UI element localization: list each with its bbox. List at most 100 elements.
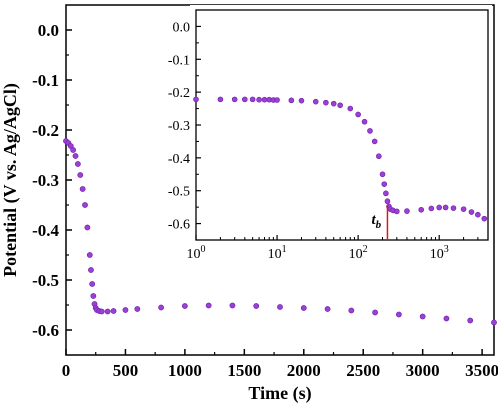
main-data-point — [372, 309, 379, 316]
inset-data-point — [367, 128, 373, 134]
inset-data-point — [379, 171, 386, 178]
main-data-point — [88, 267, 94, 273]
main-data-point — [84, 224, 91, 231]
inset-data-point — [231, 96, 238, 103]
main-x-tick-label: 1500 — [227, 361, 261, 380]
main-x-tick-label: 0 — [62, 361, 71, 380]
main-data-point — [104, 308, 111, 315]
main-data-point — [77, 172, 84, 178]
main-x-tick-label: 500 — [113, 361, 139, 380]
main-chart: 0 500 1000 1500 2000 2500 3000 3500 0.0 -0.1 -0.2 -… — [0, 4, 498, 404]
inset-y-tick-label: -0.1 — [168, 53, 190, 68]
main-data-point — [86, 252, 93, 258]
main-data-point — [229, 302, 236, 309]
inset-y-tick-label: -0.3 — [168, 119, 190, 134]
tb-annotation: tb — [371, 212, 381, 231]
main-x-tick-label: 1000 — [168, 361, 202, 380]
inset-data-point — [428, 205, 435, 212]
main-y-tick-label: 0.0 — [38, 21, 59, 40]
inset-data-point — [381, 181, 388, 187]
main-data-point — [134, 306, 141, 312]
main-y-tick-label: -0.3 — [32, 171, 59, 190]
inset-ticks: 100 101 102 103 0.0 -0.1 -0.2 -0.3 -0.4 -0.5 -0.6 — [168, 20, 489, 262]
main-data-point — [395, 311, 402, 318]
inset-data-point — [384, 198, 391, 205]
inset-data-point — [475, 211, 481, 218]
main-data-point — [72, 153, 79, 159]
main-data-point — [90, 293, 97, 299]
main-data-point — [300, 305, 307, 311]
main-ticks: 0 500 1000 1500 2000 2500 3000 3500 0.0 -0.1 -0.2 -… — [32, 21, 498, 380]
main-data-point — [443, 315, 450, 322]
inset-data-point — [249, 96, 256, 103]
main-x-tick-label: 2500 — [346, 361, 380, 380]
main-data-point — [74, 161, 81, 167]
inset-data-point — [256, 96, 262, 103]
main-data-point — [419, 313, 426, 320]
inset-data-point — [361, 118, 368, 125]
tb-annotation-subscript: b — [376, 219, 382, 231]
inset-y-tick-label: -0.6 — [168, 218, 190, 233]
inset-data-point — [371, 138, 378, 145]
main-y-axis-label: Potential (V vs. Ag/AgCl) — [0, 83, 21, 277]
inset-data-point — [347, 105, 354, 112]
main-data-point — [70, 147, 77, 153]
main-x-axis-label: Time (s) — [248, 383, 311, 404]
main-data-point — [122, 307, 129, 313]
inset-y-tick-label: -0.5 — [168, 185, 190, 200]
inset-data-point — [323, 99, 329, 106]
inset-data-point — [288, 97, 295, 104]
main-data-point — [98, 308, 105, 315]
inset-data-point — [242, 96, 248, 103]
inset-y-tick-label: -0.4 — [168, 152, 190, 167]
main-data-point — [205, 302, 212, 309]
inset-data-point — [312, 98, 319, 105]
main-data-point — [181, 303, 188, 309]
inset-data-point — [193, 96, 199, 103]
main-data-point — [110, 308, 117, 314]
inset-data-point — [468, 209, 475, 215]
main-data-point — [348, 307, 355, 314]
main-y-tick-label: -0.2 — [32, 121, 59, 140]
main-data-point — [277, 304, 283, 310]
inset-x-tick-label: 103 — [430, 244, 449, 262]
inset-data-point — [418, 206, 425, 213]
inset-x-tick-label: 101 — [268, 244, 287, 262]
main-x-tick-label: 2000 — [287, 361, 321, 380]
inset-data-point — [450, 205, 457, 211]
main-y-tick-label: -0.5 — [32, 271, 59, 290]
main-data-point — [467, 317, 474, 324]
main-data-point — [491, 319, 497, 326]
main-x-tick-label: 3500 — [465, 361, 498, 380]
inset-x-tick-label: 100 — [187, 244, 206, 262]
inset-data-point — [330, 100, 337, 107]
inset-y-tick-label: 0.0 — [173, 20, 191, 35]
inset-data-point — [274, 97, 280, 103]
inset-chart: 100 101 102 1030.0-0.1-0.2-0.3-0.4-0.5-0.6 … — [168, 5, 492, 262]
inset-data-point — [337, 102, 343, 109]
inset-x-tick-label: 102 — [349, 244, 368, 262]
inset-series — [193, 96, 488, 222]
inset-data-point — [298, 97, 305, 104]
inset-y-tick-label: -0.2 — [168, 86, 190, 101]
inset-data-point — [436, 204, 442, 211]
main-data-point — [89, 281, 96, 287]
inset-data-point — [217, 96, 224, 103]
inset-data-point — [383, 190, 389, 197]
inset-data-point — [376, 153, 382, 160]
main-y-tick-label: -0.6 — [32, 321, 59, 340]
inset-data-point — [481, 215, 488, 222]
main-x-tick-label: 3000 — [406, 361, 440, 380]
main-data-point — [158, 304, 165, 311]
inset-data-point — [460, 206, 467, 212]
inset-data-point — [261, 96, 268, 103]
main-data-point — [324, 306, 331, 312]
inset-data-point — [394, 208, 400, 215]
main-data-point — [253, 303, 260, 309]
inset-data-point — [404, 208, 410, 214]
main-y-tick-label: -0.4 — [32, 221, 59, 240]
tb-annotation-main: t — [371, 212, 376, 228]
main-series — [63, 138, 497, 326]
main-data-point — [82, 202, 88, 208]
